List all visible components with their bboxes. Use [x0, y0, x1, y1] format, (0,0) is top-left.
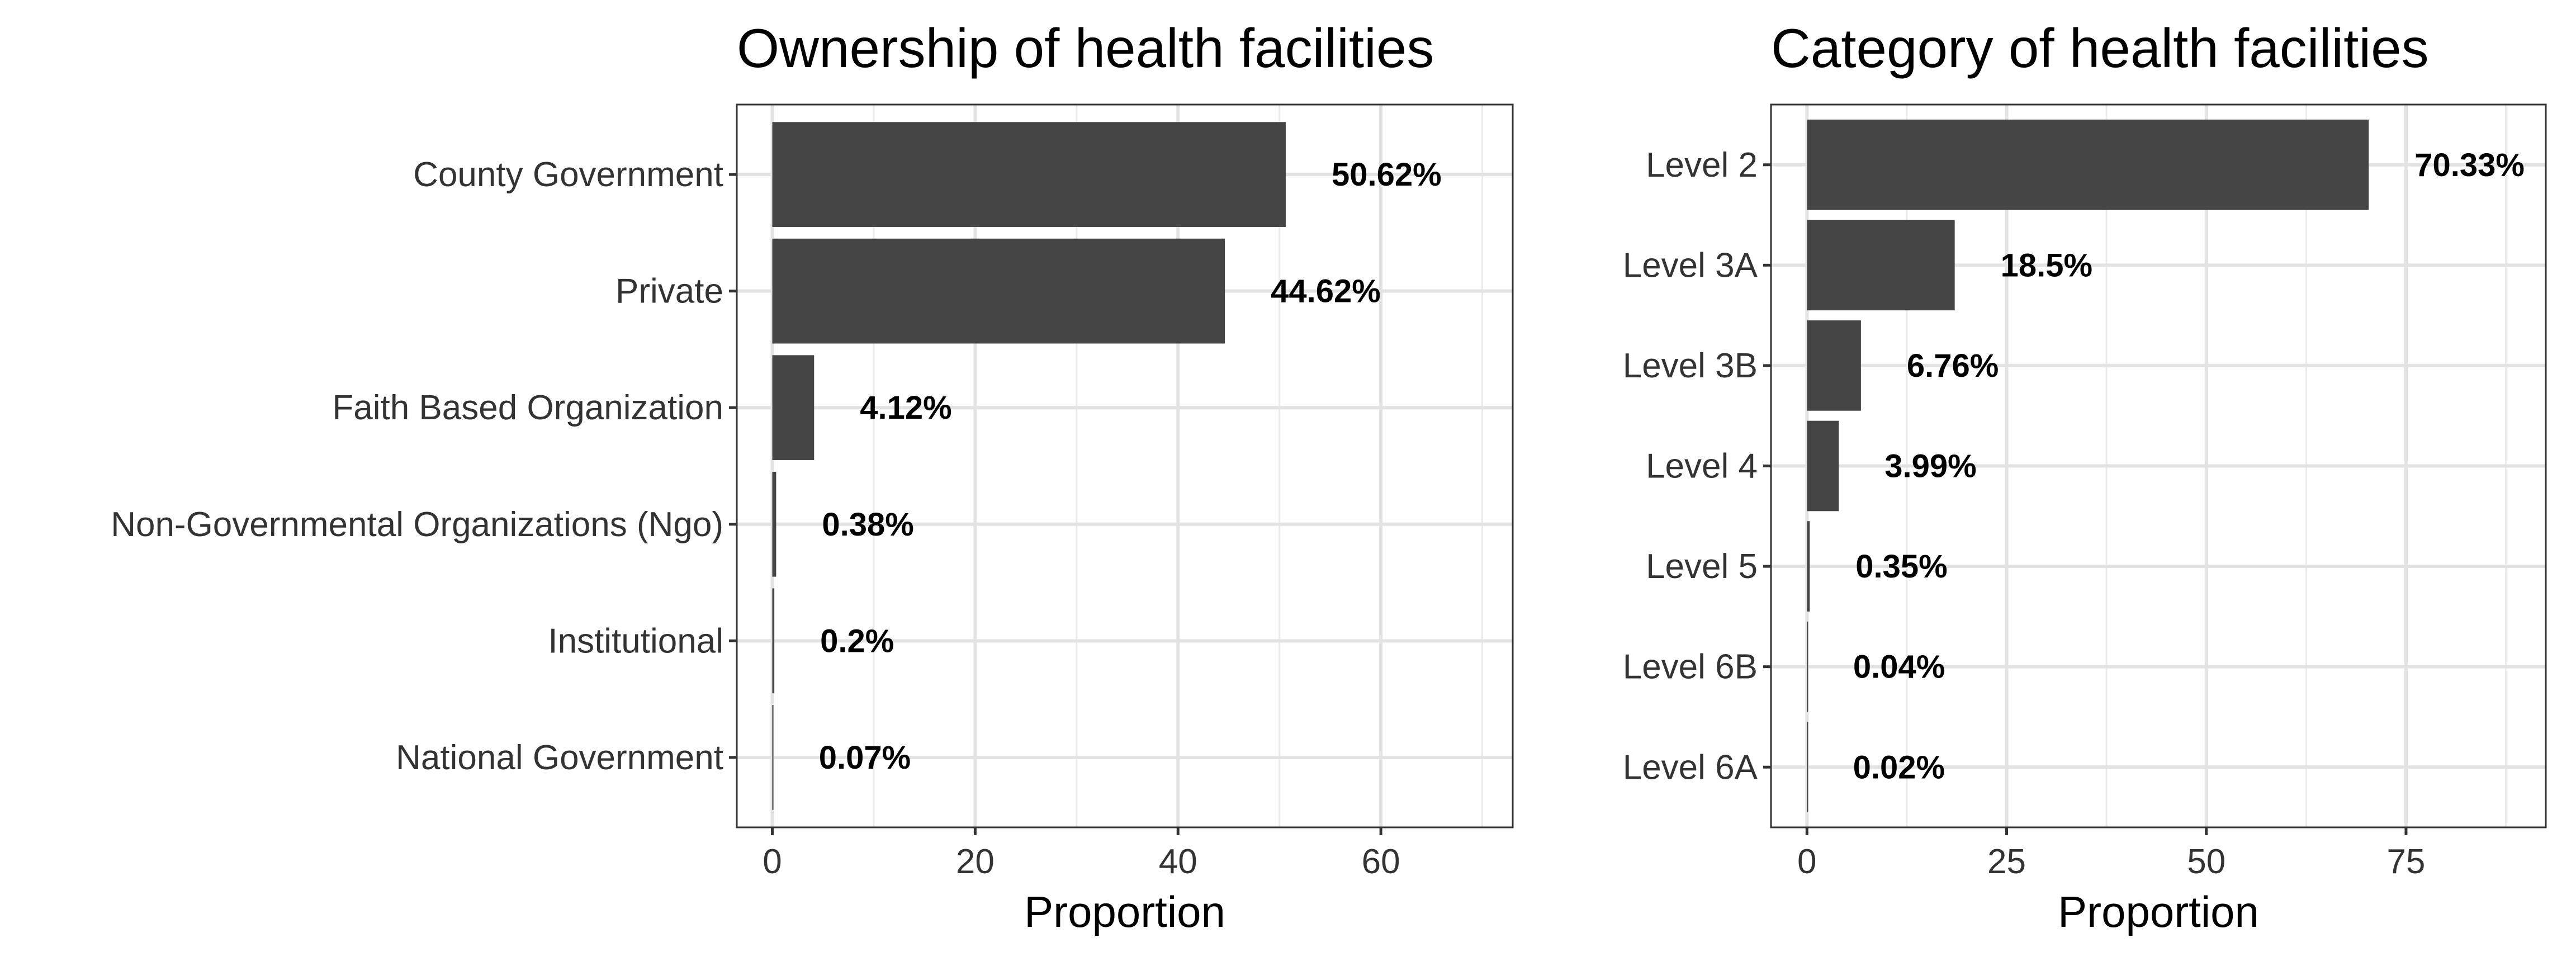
- data-label: 0.38%: [822, 506, 913, 543]
- x-tick-label: 0: [1797, 842, 1816, 881]
- data-label: 0.02%: [1853, 749, 1945, 785]
- x-tick-label: 25: [1987, 842, 2026, 881]
- bar: [1807, 320, 1861, 411]
- category-label: Faith Based Organization: [332, 389, 723, 427]
- x-axis-title: Proportion: [2058, 887, 2259, 936]
- data-label: 0.35%: [1855, 548, 1947, 585]
- category-label: Level 2: [1646, 146, 1758, 184]
- panel-border: [736, 103, 1514, 828]
- category-label: Level 5: [1646, 547, 1758, 586]
- category-label: Non-Governmental Organizations (Ngo): [111, 505, 723, 544]
- category-label: Level 4: [1646, 447, 1758, 486]
- bar: [772, 588, 775, 694]
- data-label: 3.99%: [1884, 448, 1976, 485]
- bar: [772, 471, 776, 577]
- data-label: 18.5%: [2001, 247, 2092, 283]
- x-tick-label: 0: [763, 842, 782, 881]
- data-label: 0.07%: [819, 740, 911, 776]
- x-tick-label: 40: [1159, 842, 1197, 881]
- chart-panel-2: 70.33% 18.5% 6.76% 3.99% 0.35% 0.04% 0.02% Leve…: [1623, 17, 2547, 936]
- category-label: National Government: [396, 738, 723, 777]
- category-label: Institutional: [548, 622, 723, 660]
- category-label: Level 6A: [1623, 748, 1758, 787]
- bar: [772, 355, 815, 461]
- x-tick-label: 75: [2386, 842, 2425, 881]
- data-label: 6.76%: [1907, 348, 1999, 384]
- chart-title: Category of health facilities: [1771, 17, 2429, 79]
- bar: [1807, 420, 1839, 512]
- bar: [1807, 521, 1810, 612]
- bar: [1807, 621, 1808, 712]
- bar: [772, 238, 1225, 344]
- x-tick-label: 60: [1362, 842, 1400, 881]
- data-label: 70.33%: [2414, 147, 2525, 183]
- data-label: 0.04%: [1853, 649, 1945, 685]
- data-label: 44.62%: [1271, 273, 1381, 310]
- bar: [1807, 220, 1955, 311]
- chart-panel-1: 50.62% 44.62% 4.12% 0.38% 0.2% 0.07% County Go…: [111, 17, 1514, 936]
- data-label: 4.12%: [860, 390, 951, 426]
- category-label: Level 3B: [1623, 347, 1758, 385]
- x-tick-label: 20: [956, 842, 995, 881]
- data-label: 50.62%: [1332, 157, 1442, 193]
- x-axis-title: Proportion: [1024, 887, 1225, 936]
- bar: [1807, 119, 2369, 210]
- x-tick-label: 50: [2187, 842, 2225, 881]
- data-label: 0.2%: [820, 623, 894, 659]
- category-label: County Government: [413, 155, 723, 194]
- bar: [772, 705, 774, 810]
- bar: [772, 122, 1286, 227]
- category-label: Level 3A: [1623, 246, 1758, 285]
- bar: [1807, 722, 1808, 813]
- chart-title: Ownership of health facilities: [737, 17, 1434, 79]
- category-label: Level 6B: [1623, 648, 1758, 686]
- category-label: Private: [615, 272, 723, 311]
